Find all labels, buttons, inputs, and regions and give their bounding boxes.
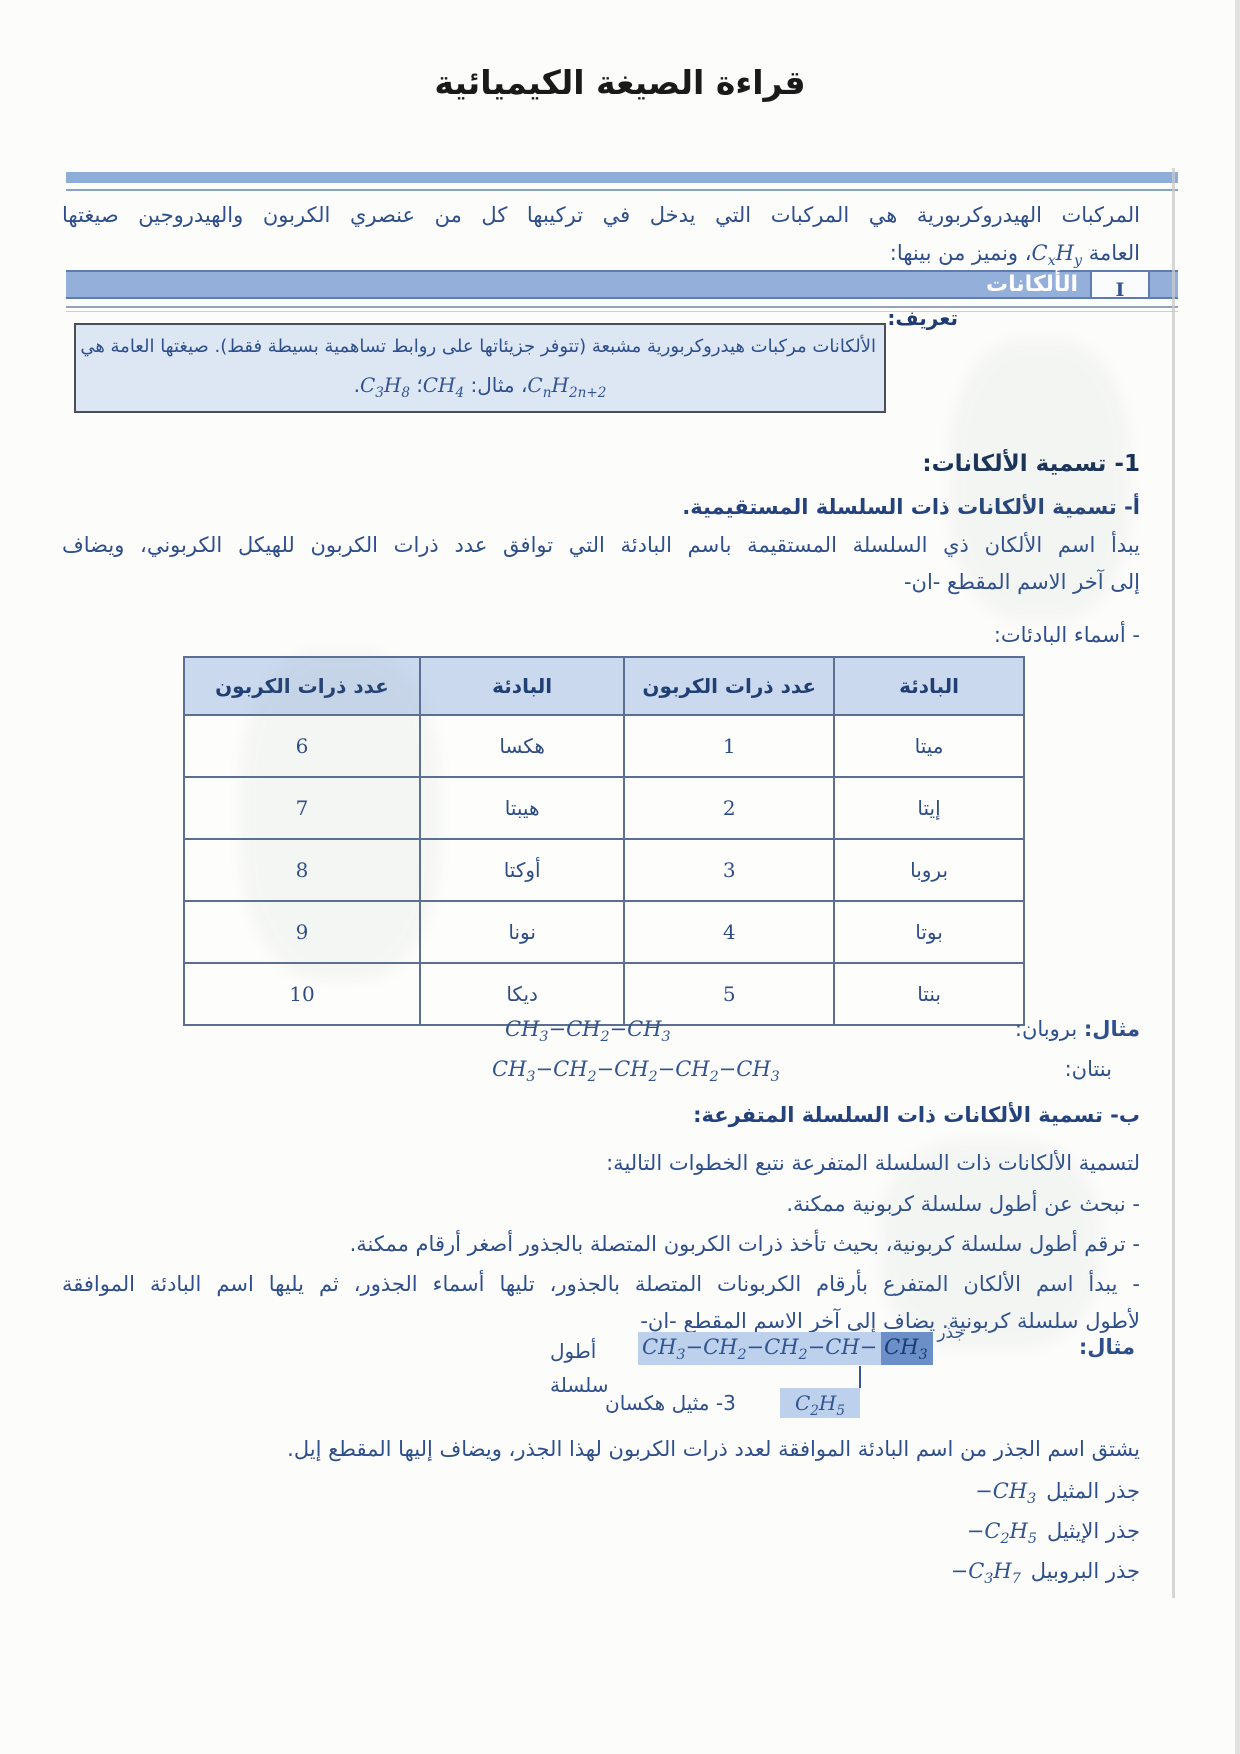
bleedthrough-ghost [880, 1140, 1100, 1350]
heading-naming-alkanes: 1- تسمية الألكانات: [922, 451, 1140, 477]
cell-prefix: إيتا [833, 776, 1025, 840]
page-edge-shadow [1235, 0, 1240, 1754]
propane-formula-def: C3H8 [359, 373, 411, 401]
intro-line1: المركبات الهيدروكربورية هي المركبات التي… [62, 203, 1140, 227]
longest-chain-highlight: CH3−CH2−CH2−CH− [638, 1332, 882, 1365]
header-prefix-2: البادئة [418, 656, 626, 716]
header-carbon-count-1: عدد ذرات الكربون [623, 656, 836, 716]
cell-prefix: نونا [418, 900, 626, 964]
alkane-general-formula: CnH2n+2 [527, 373, 607, 401]
section-header-band: الألكانات I [66, 270, 1178, 301]
top-rule-band [66, 172, 1178, 183]
propane-formula: CH3−CH2−CH3 [505, 1017, 671, 1046]
cell-prefix: هيبتا [418, 776, 626, 840]
cell-count: 5 [623, 962, 836, 1026]
cell-count: 3 [623, 838, 836, 902]
propane-name: بروبان: [1014, 1017, 1084, 1041]
cell-prefix: أوكتا [418, 838, 626, 902]
table-row: بنتا 5 ديكا 10 [183, 962, 1025, 1026]
cell-prefix: ديكا [418, 962, 626, 1026]
definition-label: تعريف: [887, 306, 958, 330]
radical-propyl-row: جذر البروبيل −C3H7 [951, 1554, 1140, 1596]
radical-methyl-row: جذر المثيل −CH3 [975, 1474, 1140, 1516]
cell-count: 7 [183, 776, 421, 840]
pentane-name: بنتان: [1064, 1057, 1112, 1081]
section-underline-light [66, 311, 1178, 312]
table-row: ميتا 1 هكسا 6 [183, 714, 1025, 778]
branched-example-structure: مثال: جذر CH3−CH2−CH2−CH− CH3 أطول سلسلة … [520, 1322, 1140, 1426]
definition-formulas: CnH2n+2، مثال: CH4؛ C3H8. [76, 367, 884, 411]
cell-count: 9 [183, 900, 421, 964]
radical-ethyl-row: جذر الإيثيل −C2H5 [967, 1514, 1140, 1556]
table-row: بوتا 4 نونا 9 [183, 900, 1025, 964]
branched-step-1: - نبحث عن أطول سلسلة كربونية ممكنة. [786, 1192, 1140, 1216]
definition-text: الألكانات مركبات هيدروكربورية مشبعة (تتو… [80, 336, 876, 357]
scan-artifact-line [1172, 168, 1175, 1598]
pentane-formula: CH3−CH2−CH2−CH2−CH3 [492, 1057, 780, 1086]
definition-joiner2: ؛ [410, 373, 423, 397]
cell-prefix: ميتا [833, 714, 1025, 778]
bleedthrough-ghost [950, 340, 1130, 620]
intro-line2-post: ، ونميز من بينها: [889, 241, 1032, 265]
compound-name: 3- مثيل هكسان [605, 1391, 736, 1415]
example-propane-label: مثال: بروبان: [1015, 1012, 1140, 1046]
methane-formula: CH4 [422, 373, 465, 401]
bleedthrough-ghost [240, 650, 440, 980]
radical-propyl-label: جذر البروبيل [1030, 1559, 1140, 1583]
branched-step-3: - يبدأ اسم الألكان المتفرع بأرقام الكربو… [62, 1272, 1140, 1296]
table-header-row: البادئة عدد ذرات الكربون البادئة عدد ذرا… [183, 656, 1025, 716]
header-carbon-count-2: عدد ذرات الكربون [183, 656, 421, 716]
general-hydrocarbon-formula: CxHy [1031, 241, 1083, 270]
radical-methyl-label: جذر المثيل [1046, 1479, 1140, 1503]
definition-joiner1: ، مثال: [464, 373, 528, 397]
cell-prefix: بنتا [833, 962, 1025, 1026]
definition-joiner3: . [353, 373, 360, 397]
branched-example-label: مثال: [1078, 1335, 1135, 1359]
radical-annotation: جذر [937, 1323, 965, 1343]
cell-count: 10 [183, 962, 421, 1026]
bond-line [859, 1366, 861, 1388]
methyl-formula: −CH3 [975, 1479, 1037, 1508]
table-row: إيتا 2 هيبتا 7 [183, 776, 1025, 840]
section-title: الألكانات [985, 272, 1078, 297]
intro-line2: العامة CxHy، ونميز من بينها: [890, 236, 1140, 278]
branched-intro: لتسمية الألكانات ذات السلسلة المتفرعة نت… [606, 1151, 1140, 1175]
table-row: بروبا 3 أوكتا 8 [183, 838, 1025, 902]
ethyl-formula: −C2H5 [966, 1519, 1037, 1548]
branched-step-3-continued: لأطول سلسلة كربونية. يضاف إلى آخر الاسم … [640, 1309, 1140, 1333]
cell-count: 6 [183, 714, 421, 778]
header-prefix-1: البادئة [833, 656, 1025, 716]
radical-highlight: CH3 [881, 1332, 933, 1365]
ethyl-substituent: C2H5 [780, 1388, 860, 1419]
branched-chain-formula: CH3−CH2−CH2−CH− CH3 [638, 1330, 933, 1372]
top-rule-line [66, 189, 1178, 191]
prefix-table: البادئة عدد ذرات الكربون البادئة عدد ذرا… [183, 656, 1025, 1026]
cell-prefix: بروبا [833, 838, 1025, 902]
longest-chain-annotation: أطول سلسلة [550, 1339, 609, 1397]
cell-prefix: هكسا [418, 714, 626, 778]
cell-count: 2 [623, 776, 836, 840]
straight-chain-paragraph-line1: يبدأ اسم الألكان ذي السلسلة المستقيمة با… [62, 533, 1140, 557]
section-underline [66, 306, 1178, 308]
branched-step-2: - ترقم أطول سلسلة كربونية، بحيث تأخذ ذرا… [349, 1232, 1140, 1256]
example-label: مثال: [1083, 1017, 1140, 1041]
cell-count: 1 [623, 714, 836, 778]
radical-ethyl-label: جذر الإيثيل [1046, 1519, 1140, 1543]
cell-count: 4 [623, 900, 836, 964]
cell-count: 8 [183, 838, 421, 902]
propyl-formula: −C3H7 [950, 1559, 1021, 1588]
definition-box: الألكانات مركبات هيدروكربورية مشبعة (تتو… [74, 323, 886, 413]
straight-chain-paragraph-line2: إلى آخر الاسم المقطع -ان- [903, 570, 1140, 594]
page-title: قراءة الصيغة الكيميائية [434, 63, 806, 102]
section-number: I [1115, 279, 1125, 301]
intro-line2-pre: العامة [1082, 241, 1140, 265]
subheading-straight-chain: أ- تسمية الألكانات ذات السلسلة المستقيمي… [682, 495, 1140, 519]
cell-prefix: بوتا [833, 900, 1025, 964]
subheading-branched-chain: ب- تسمية الألكانات ذات السلسلة المتفرعة: [693, 1103, 1140, 1127]
radical-naming-note: يشتق اسم الجذر من اسم البادئة الموافقة ل… [287, 1437, 1140, 1461]
prefix-names-label: - أسماء البادئات: [993, 623, 1140, 647]
section-number-box: I [1090, 272, 1150, 301]
